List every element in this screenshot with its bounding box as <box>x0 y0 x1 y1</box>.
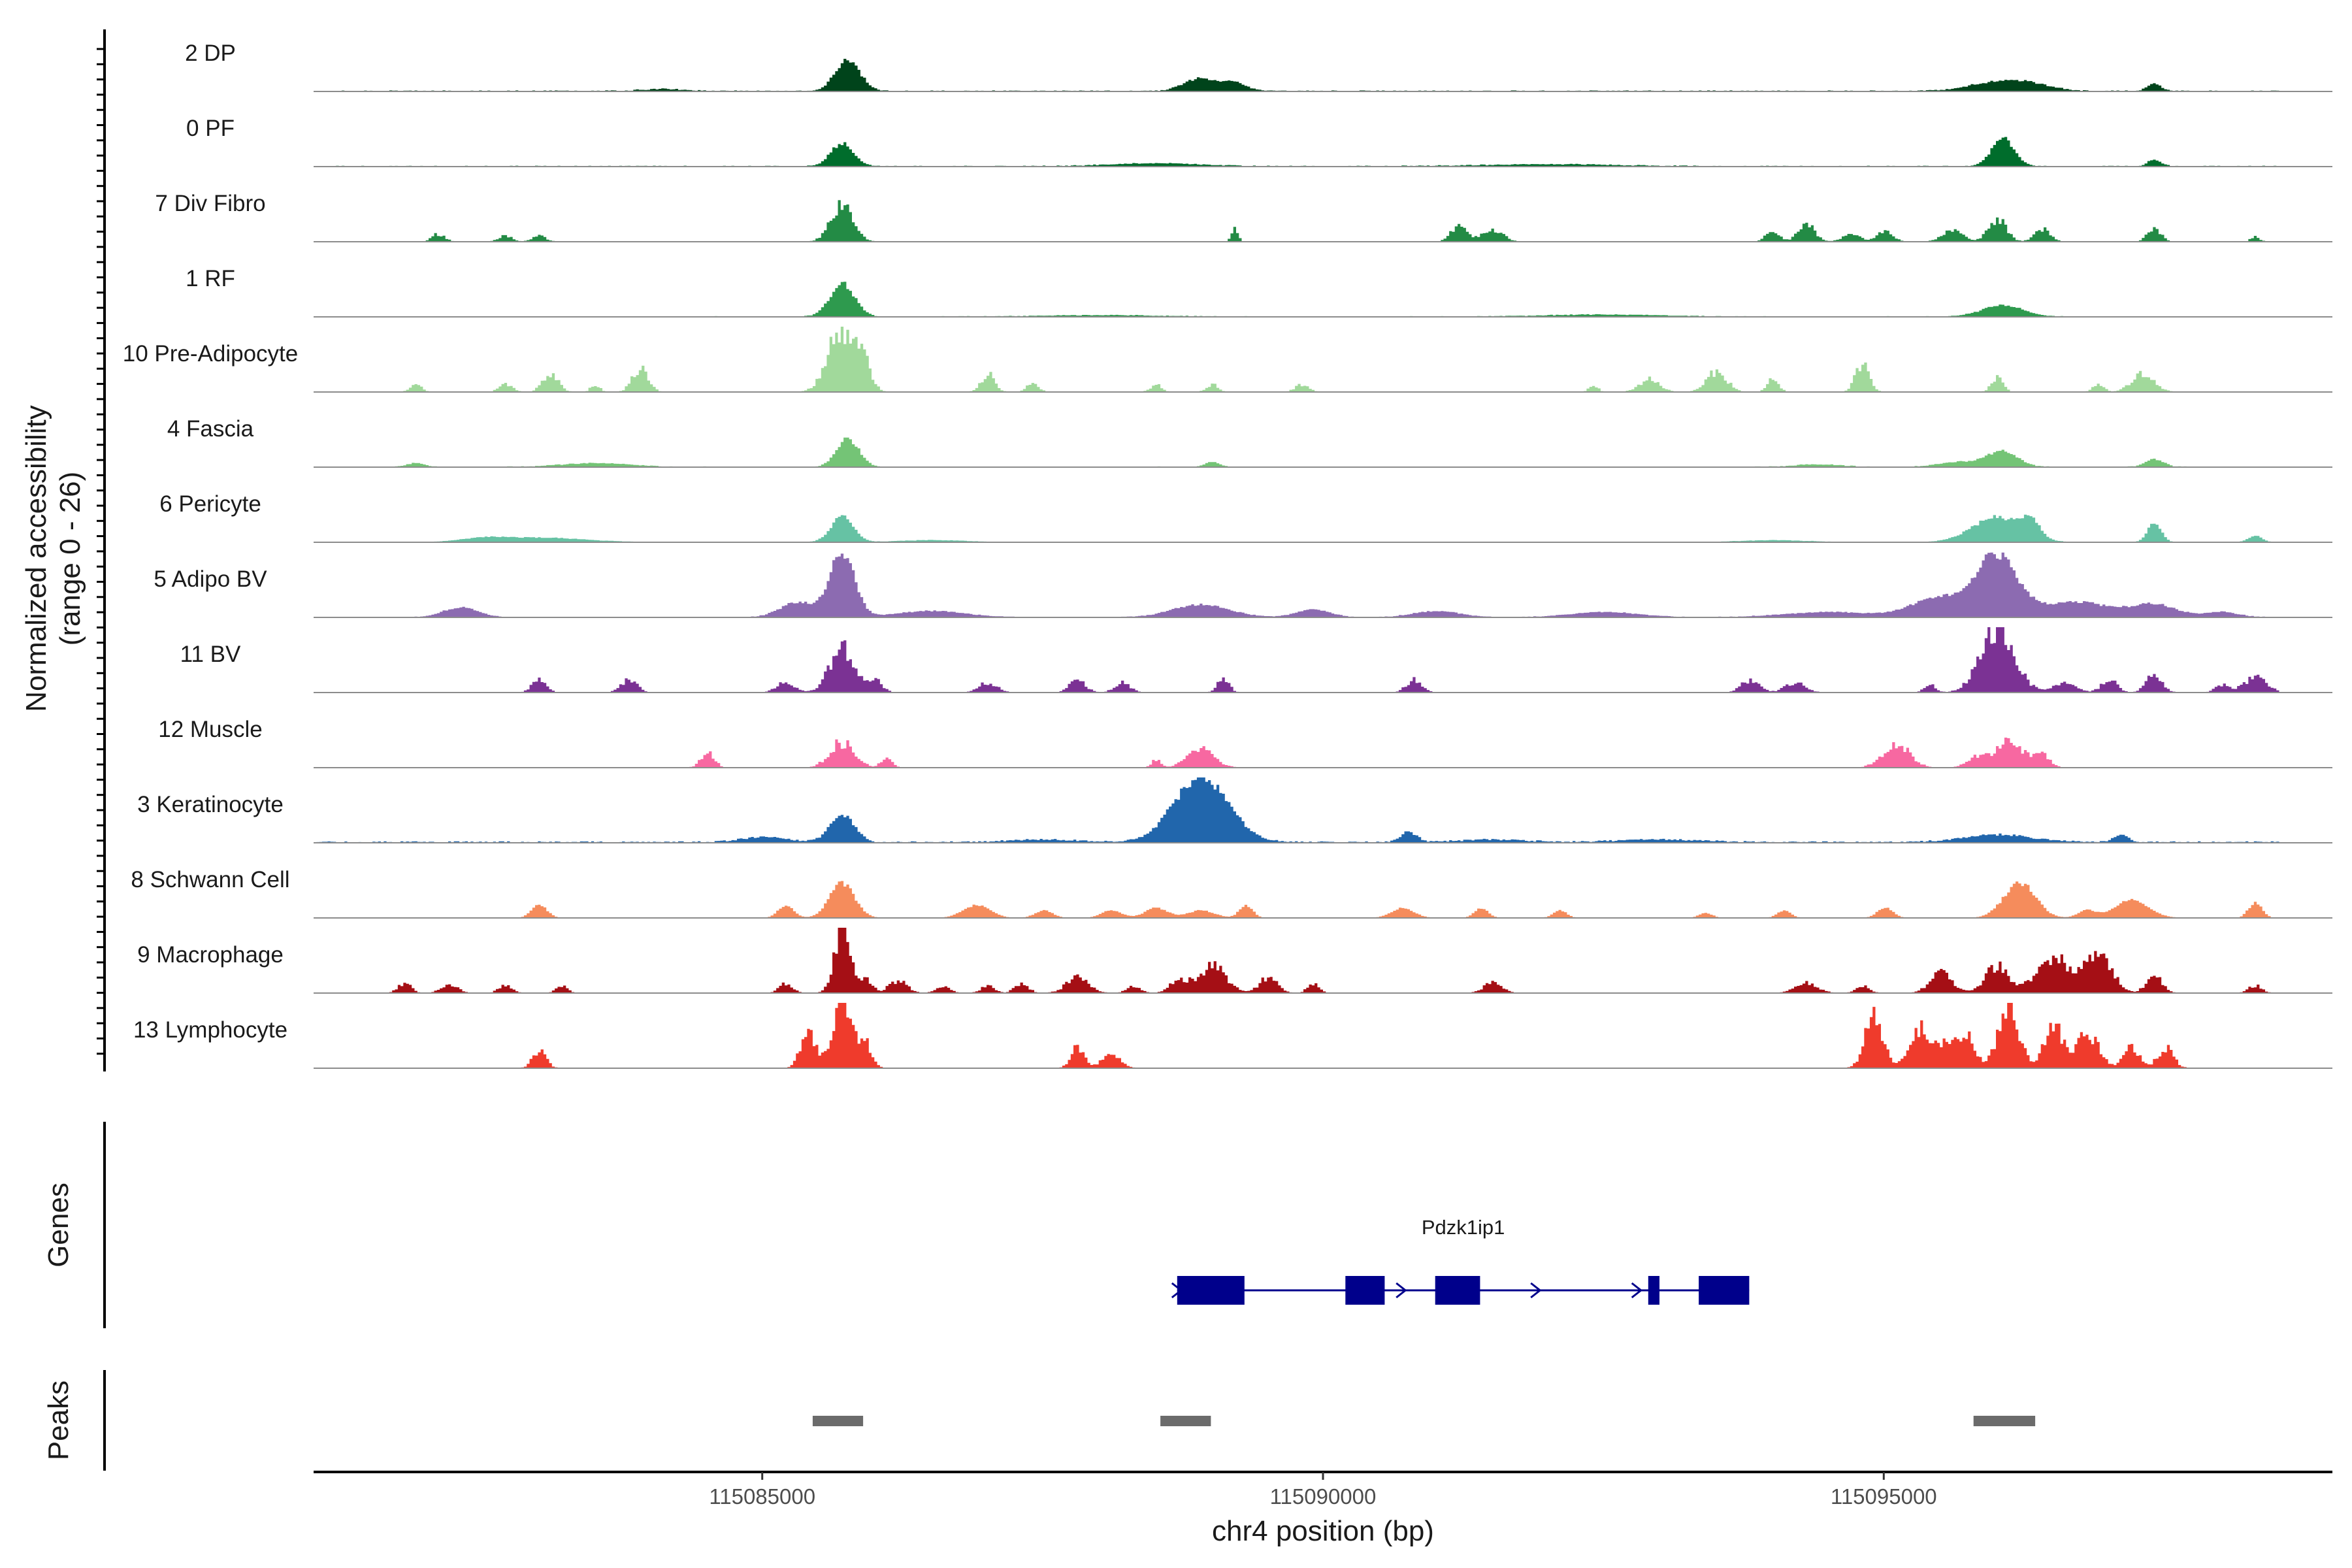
track-label: 6 Pericyte <box>159 491 261 517</box>
coverage-track: 7 Div Fibro <box>155 191 2332 242</box>
track-label: 5 Adipo BV <box>154 566 267 592</box>
peak-region <box>1160 1416 1211 1426</box>
gene-exon <box>1435 1276 1480 1305</box>
coverage-track: 11 BV <box>180 627 2332 693</box>
coverage-track: 5 Adipo BV <box>154 552 2332 618</box>
coverage-area <box>314 627 2279 693</box>
gene-exon <box>1345 1276 1385 1305</box>
peaks-panel-label: Peaks <box>42 1380 74 1460</box>
x-tick-label: 115090000 <box>1270 1484 1377 1509</box>
strand-arrow-icon <box>1530 1282 1542 1299</box>
coverage-area <box>314 200 2279 242</box>
gene-exon <box>1699 1276 1750 1305</box>
track-label: 9 Macrophage <box>137 942 284 968</box>
track-label: 7 Div Fibro <box>155 191 265 216</box>
coverage-area <box>314 514 2279 542</box>
track-label: 0 PF <box>186 116 235 141</box>
peak-region <box>812 1416 864 1426</box>
track-label: 2 DP <box>185 41 236 66</box>
track-label: 11 BV <box>180 642 241 667</box>
coverage-track: 2 DP <box>185 41 2332 92</box>
peak-region <box>1973 1416 2036 1426</box>
coverage-track: 8 Schwann Cell <box>131 867 2332 919</box>
coverage-track: 6 Pericyte <box>159 491 2332 543</box>
coverage-area <box>314 59 2279 91</box>
coverage-track: 9 Macrophage <box>137 928 2332 994</box>
track-label: 12 Muscle <box>158 717 263 742</box>
coverage-track: 10 Pre-Adipocyte <box>123 327 2332 393</box>
coverage-tracks: 2 DP 0 PF 7 Div Fibro 1 RF 10 Pre-Adipocyte 4… <box>123 41 2332 1069</box>
track-label: 8 Schwann Cell <box>131 867 289 892</box>
coverage-area <box>314 1003 2279 1068</box>
track-label: 13 Lymphocyte <box>133 1017 287 1043</box>
genes-panel-label: Genes <box>42 1183 74 1267</box>
y-axis-title-line1: Normalized accessibility <box>20 405 52 711</box>
x-axis: 115085000 115090000 115095000 <box>314 1471 2332 1509</box>
coverage-area <box>314 777 2279 843</box>
coverage-track: 1 RF <box>186 266 2332 318</box>
gene-exon <box>1648 1276 1659 1305</box>
x-tick-label: 115095000 <box>1831 1484 1937 1509</box>
coverage-track: 0 PF <box>186 116 2332 167</box>
track-label: 4 Fascia <box>167 416 254 442</box>
coverage-area <box>314 552 2279 617</box>
coverage-area <box>314 437 2279 467</box>
track-label: 10 Pre-Adipocyte <box>123 341 298 367</box>
coverage-track: 4 Fascia <box>167 416 2332 468</box>
coverage-area <box>314 738 2279 768</box>
gene-label: Pdzk1ip1 <box>1422 1216 1505 1239</box>
strand-arrow-icon <box>1396 1282 1407 1299</box>
gene-exon <box>1177 1276 1245 1305</box>
genes-panel: Genes Pdzk1ip1 <box>42 1122 1750 1328</box>
coverage-area <box>314 327 2279 392</box>
x-axis-title: chr4 position (bp) <box>1212 1515 1434 1547</box>
track-label: 1 RF <box>186 266 235 291</box>
coverage-track: 12 Muscle <box>158 717 2332 768</box>
y-axis-title-line2: (range 0 - 26) <box>54 472 86 646</box>
track-label: 3 Keratinocyte <box>137 792 284 817</box>
y-axis <box>97 29 106 1071</box>
peaks-panel: Peaks <box>42 1370 2036 1471</box>
coverage-area <box>314 928 2279 993</box>
coverage-track: 3 Keratinocyte <box>137 777 2332 843</box>
coverage-track: 13 Lymphocyte <box>133 1003 2332 1069</box>
coverage-area <box>314 137 2279 167</box>
strand-arrow-icon <box>1631 1282 1643 1299</box>
x-tick-label: 115085000 <box>709 1484 815 1509</box>
coverage-area <box>314 881 2279 918</box>
coverage-area <box>314 282 2279 317</box>
